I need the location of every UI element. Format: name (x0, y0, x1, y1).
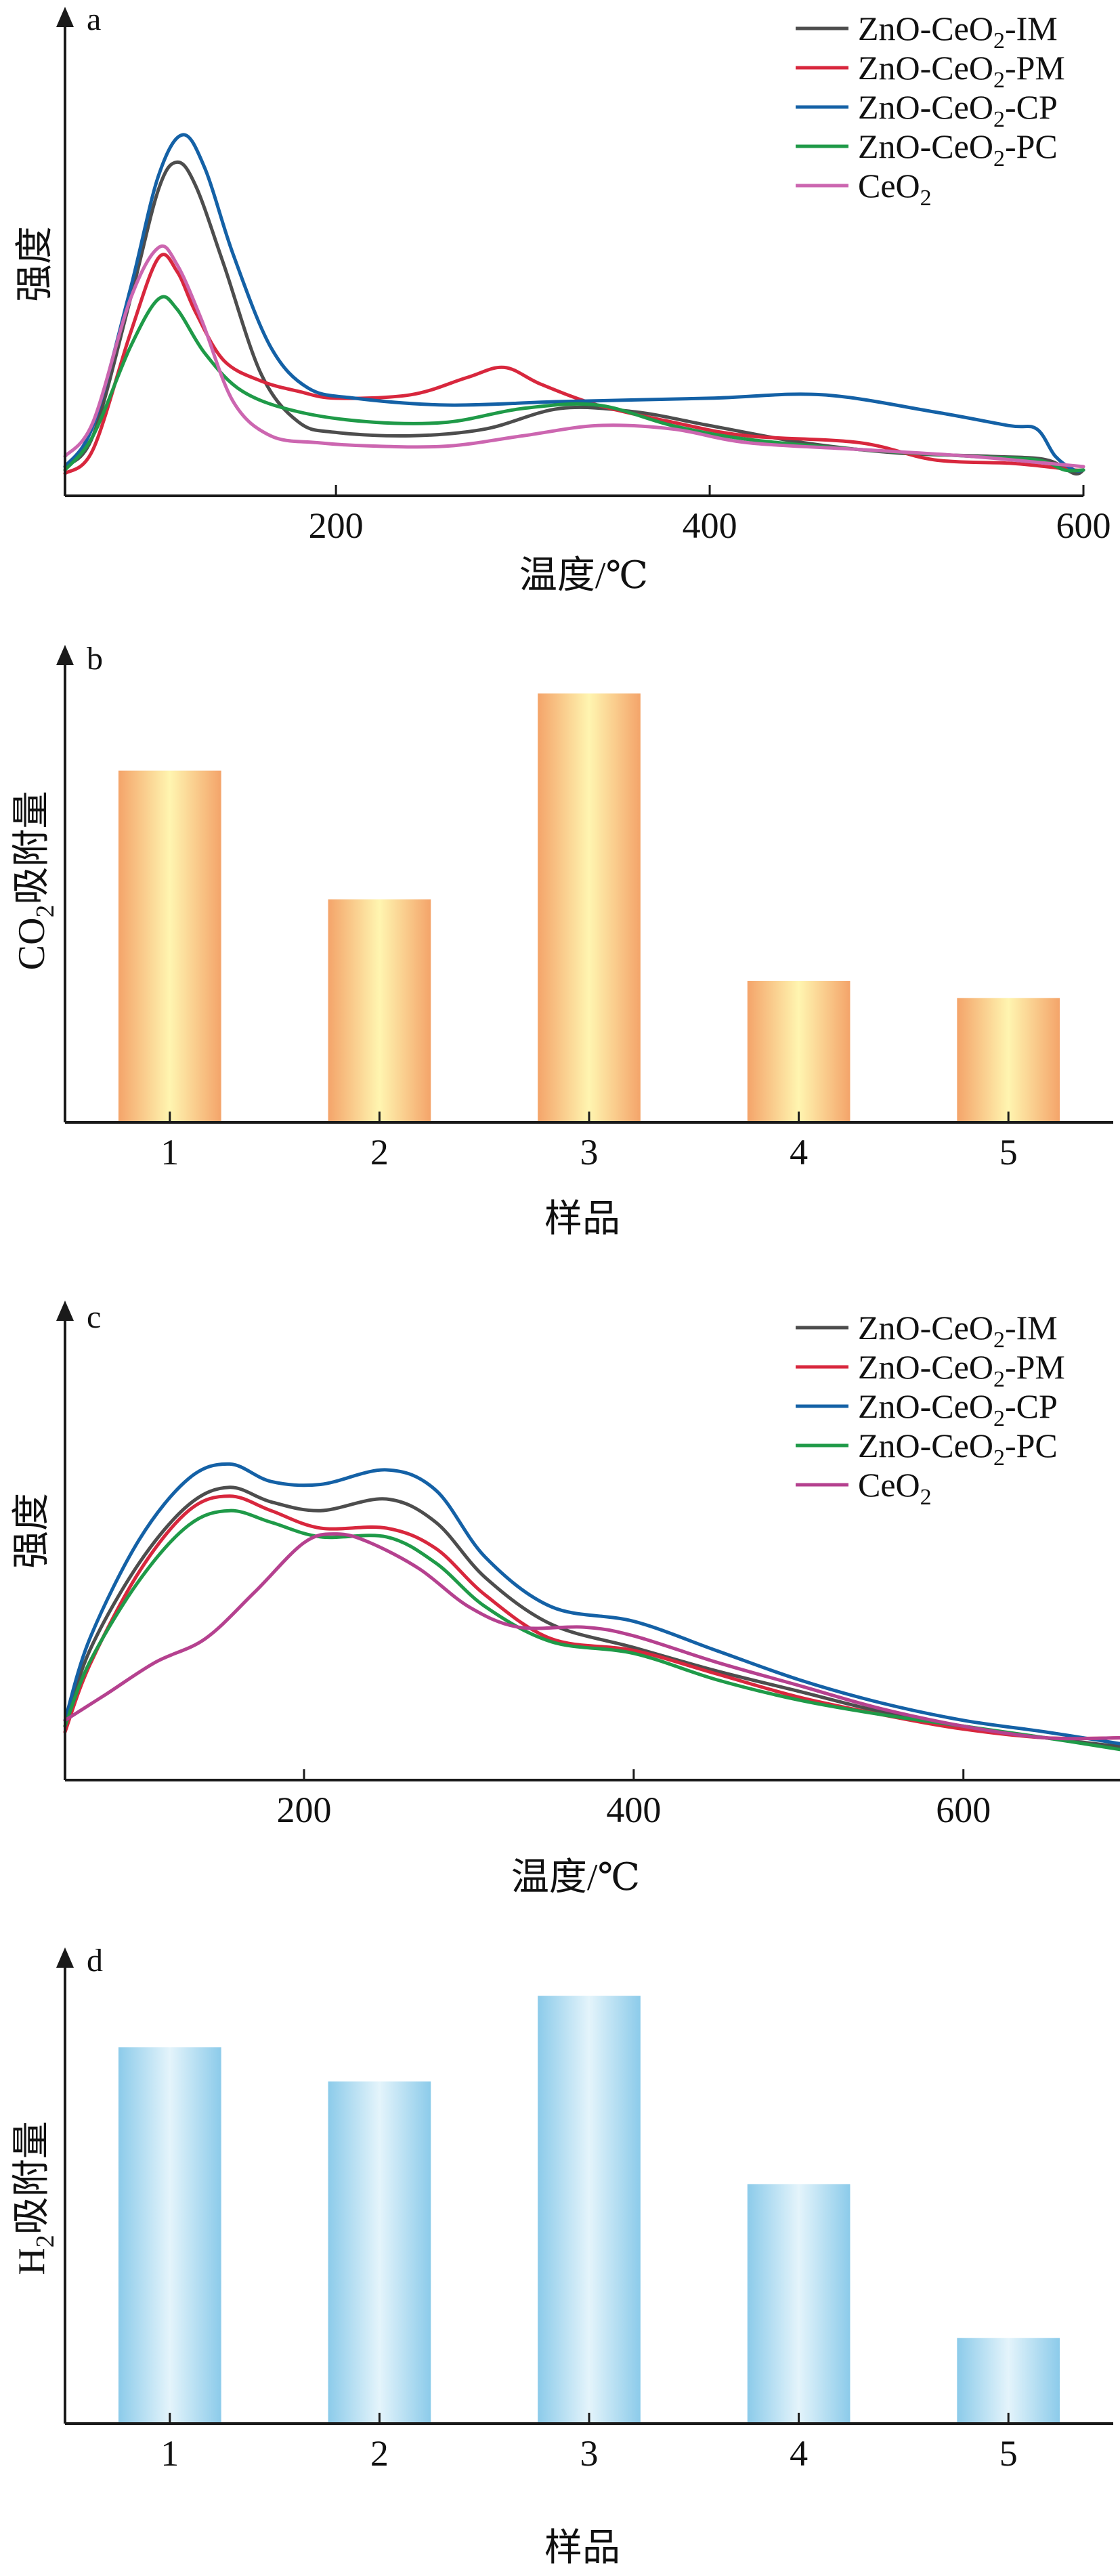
panel-b-bar-4 (747, 981, 850, 1122)
panel-c-x-tick-label: 200 (276, 1790, 331, 1830)
panel-c-legend-label-zno-ceo2-cp: ZnO-CeO2​-CP (858, 1387, 1058, 1431)
panel-b-axes: 1 2 3 4 5 (56, 645, 1113, 1173)
panel-d-x-tick-label-4: 4 (790, 2433, 808, 2474)
panel-b-y-axis-arrow (56, 645, 74, 665)
panel-c-series-zno-ceo2-pc (63, 1508, 1120, 1752)
panel-a-series-zno-ceo2-pc (63, 295, 1085, 473)
panel-a-y-title: 强度 (14, 226, 56, 302)
panel-a-legend-label-zno-ceo2-pc: ZnO-CeO2​-PC (858, 127, 1058, 171)
panel-a-legend-label-zno-ceo2-cp: ZnO-CeO2​-CP (858, 88, 1058, 132)
panel-a-legend: ZnO-CeO2​-IMZnO-CeO2​-PMZnO-CeO2​-CPZnO-… (796, 9, 1065, 211)
panel-c-x-title: 温度/℃ (511, 1857, 640, 1899)
panel-d-x-tick-label-3: 3 (580, 2433, 599, 2474)
panel-d-axes: 1 2 3 4 5 (56, 1947, 1113, 2474)
panel-b-bar-3 (538, 693, 641, 1122)
panel-b-x-tick-label-2: 2 (370, 1132, 389, 1173)
panel-c: c ZnO-CeO2​-IMZnO-CeO2​-PMZnO-CeO2​-CPZn… (11, 1299, 1120, 1899)
panel-c-legend-label-zno-ceo2-pc: ZnO-CeO2​-PC (858, 1427, 1058, 1471)
panel-b-x-title: 样品 (544, 1198, 620, 1240)
panel-d: d 1 2 3 4 5 样品 H2吸附量 (11, 1943, 1113, 2569)
panel-a-x-title: 温度/℃ (519, 555, 648, 597)
panel-d-y-title: H2吸附量 (11, 2121, 60, 2275)
panel-d-x-title: 样品 (544, 2527, 620, 2569)
panel-c-legend-label-ceo2: CeO2​ (858, 1466, 932, 1510)
panel-b-y-title: CO2吸附量 (11, 791, 60, 971)
panel-a-y-axis-arrow (56, 7, 74, 27)
panel-d-y-axis-arrow (56, 1947, 74, 1968)
panel-a-series-zno-ceo2-cp (63, 133, 1085, 473)
panel-b-label: b (87, 641, 103, 677)
panel-a-label: a (87, 1, 101, 37)
panel-d-bar-4 (747, 2184, 850, 2424)
panel-b-x-tick-label-4: 4 (790, 1132, 808, 1173)
panel-c-y-axis-arrow (56, 1301, 74, 1321)
panel-a-legend-label-ceo2: CeO2​ (858, 167, 932, 211)
panel-c-legend: ZnO-CeO2​-IMZnO-CeO2​-PMZnO-CeO2​-CPZnO-… (796, 1309, 1065, 1510)
panel-b-x-tick-label-1: 1 (160, 1132, 179, 1173)
panel-d-x-tick-label-1: 1 (160, 2433, 179, 2474)
panel-d-bars (118, 1996, 1060, 2424)
panel-a: a ZnO-CeO2​-IMZnO-CeO2​-PMZnO-CeO2​-CPZn… (14, 1, 1111, 597)
panel-a-legend-label-zno-ceo2-im: ZnO-CeO2​-IM (858, 9, 1058, 54)
panel-a-series (63, 133, 1085, 476)
panel-b-bar-1 (118, 770, 221, 1122)
panel-c-y-title: 强度 (11, 1493, 53, 1569)
panel-d-bar-5 (957, 2338, 1060, 2424)
panel-a-series-zno-ceo2-pm (63, 253, 1085, 476)
panel-a-x-tick-label: 400 (683, 505, 737, 546)
panel-c-x-tick-label: 600 (936, 1790, 991, 1830)
panel-d-bar-1 (118, 2047, 221, 2424)
panel-d-label: d (87, 1943, 103, 1979)
panel-c-series-zno-ceo2-im (63, 1485, 1120, 1748)
panel-c-legend-label-zno-ceo2-im: ZnO-CeO2​-IM (858, 1309, 1058, 1353)
panel-d-x-tick-label-5: 5 (999, 2433, 1018, 2474)
panel-d-bar-2 (328, 2081, 431, 2424)
panel-c-label: c (87, 1299, 101, 1335)
panel-c-axes: 200 400 600 (56, 1301, 1120, 1830)
panel-b-bars (118, 693, 1060, 1122)
panel-c-series-zno-ceo2-cp (63, 1462, 1120, 1746)
panel-c-x-tick-label: 400 (606, 1790, 661, 1830)
panel-b-x-tick-label-3: 3 (580, 1132, 599, 1173)
panel-a-x-tick-label: 600 (1056, 505, 1111, 546)
panel-a-series-ceo2 (63, 245, 1085, 469)
panel-a-axes: 200 400 600 (56, 7, 1111, 546)
panel-b: b 1 2 3 4 5 样品 CO2吸附量 (11, 641, 1113, 1240)
panel-a-legend-label-zno-ceo2-pm: ZnO-CeO2​-PM (858, 49, 1065, 93)
panel-b-bar-2 (328, 899, 431, 1122)
panel-b-bar-5 (957, 998, 1060, 1122)
panel-d-bar-3 (538, 1996, 641, 2424)
panel-d-x-tick-label-2: 2 (370, 2433, 389, 2474)
panel-c-series-ceo2 (63, 1532, 1120, 1741)
panel-c-legend-label-zno-ceo2-pm: ZnO-CeO2​-PM (858, 1348, 1065, 1392)
panel-b-x-tick-label-5: 5 (999, 1132, 1018, 1173)
panel-c-series-zno-ceo2-pm (63, 1494, 1120, 1741)
panel-c-series (63, 1462, 1120, 1752)
panel-a-x-tick-label: 200 (309, 505, 364, 546)
